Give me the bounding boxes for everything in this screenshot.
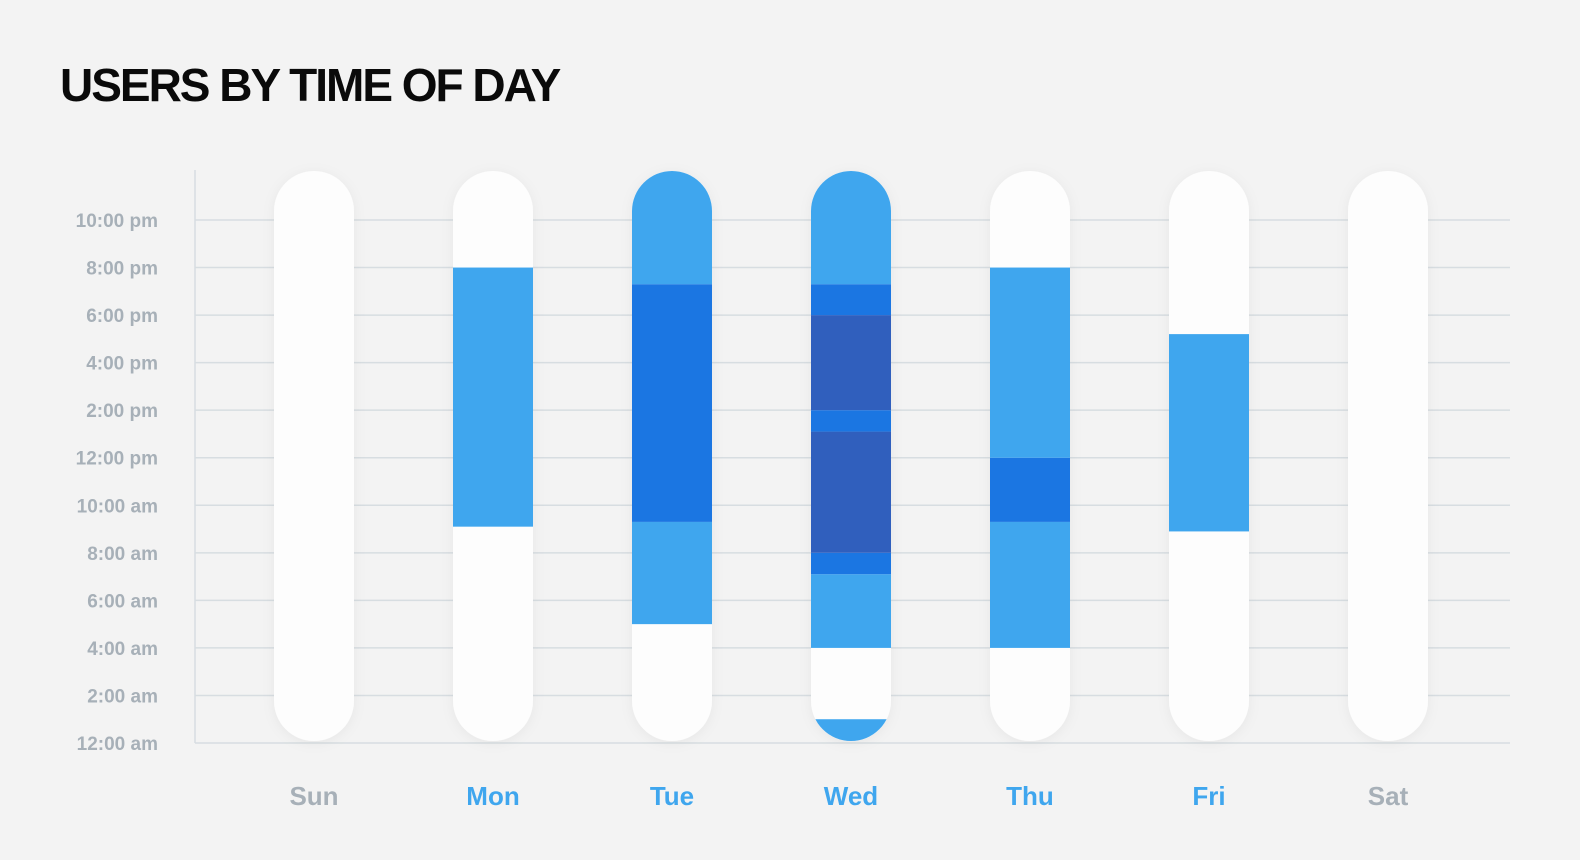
y-tick-label: 10:00 pm (76, 211, 158, 232)
day-label: Tue (650, 781, 694, 811)
day-pill (1348, 171, 1428, 741)
day-column-tue: Tue (632, 171, 712, 811)
usage-segment (811, 431, 891, 553)
y-tick-label: 4:00 am (87, 639, 158, 660)
day-label: Sat (1368, 781, 1409, 811)
day-label: Thu (1006, 781, 1054, 811)
usage-segment (811, 574, 891, 648)
usage-segment (632, 284, 712, 522)
day-label: Sun (289, 781, 338, 811)
day-label: Fri (1192, 781, 1225, 811)
y-tick-label: 12:00 pm (76, 449, 158, 470)
y-tick-label: 8:00 am (87, 544, 158, 565)
day-column-sun: Sun (274, 171, 354, 811)
day-column-sat: Sat (1348, 171, 1428, 811)
usage-segment (632, 171, 712, 285)
usage-segment (453, 267, 533, 527)
y-tick-label: 4:00 pm (86, 354, 158, 375)
usage-segment (990, 457, 1070, 522)
usage-segment (990, 267, 1070, 458)
y-tick-label: 8:00 pm (86, 259, 158, 280)
day-column-mon: Mon (453, 171, 533, 811)
y-tick-label: 6:00 pm (86, 306, 158, 327)
y-tick-label: 10:00 am (77, 496, 158, 517)
usage-segment (1169, 334, 1249, 532)
usage-segment (811, 552, 891, 575)
y-tick-label: 2:00 am (87, 686, 158, 707)
usage-segment (811, 171, 891, 285)
y-tick-label: 2:00 pm (86, 401, 158, 422)
day-column-wed: Wed (811, 171, 891, 811)
usage-segment (811, 284, 891, 316)
day-label: Wed (824, 781, 878, 811)
day-pill (274, 171, 354, 741)
usage-segment (990, 521, 1070, 648)
usage-segment (811, 410, 891, 432)
usage-segment (632, 521, 712, 625)
y-tick-label: 12:00 am (77, 734, 158, 755)
day-column-fri: Fri (1169, 171, 1249, 811)
day-label: Mon (466, 781, 519, 811)
usage-segment (811, 719, 891, 741)
usage-segment (811, 315, 891, 411)
chart-title: USERS BY TIME OF DAY (60, 59, 561, 111)
day-column-thu: Thu (990, 171, 1070, 811)
y-tick-label: 6:00 am (87, 591, 158, 612)
